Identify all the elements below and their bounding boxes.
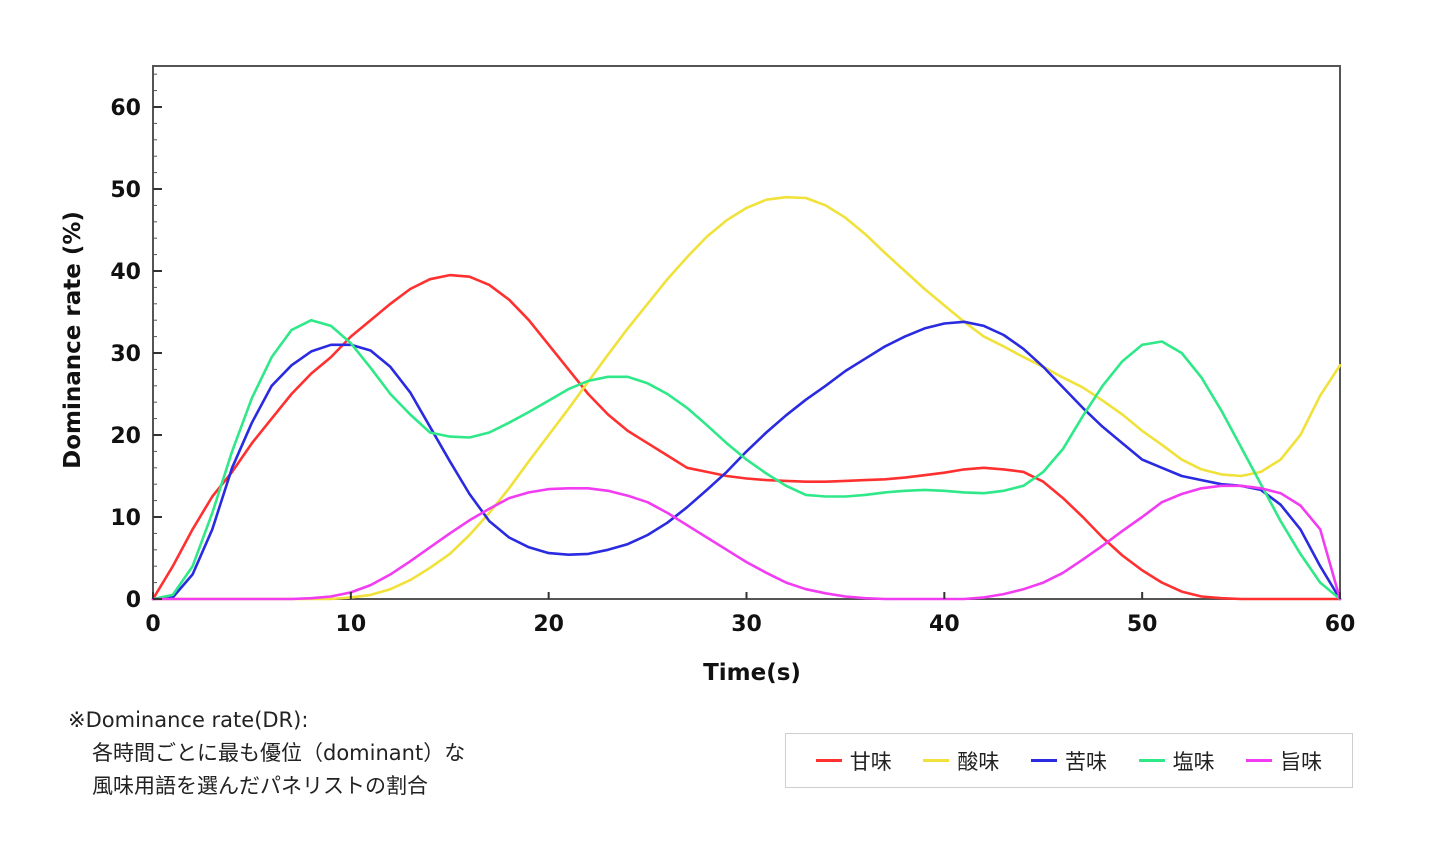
x-axis-label: Time(s) — [703, 660, 801, 686]
series-line-1 — [151, 273, 1342, 601]
legend-item-5: 旨味 — [1246, 746, 1322, 776]
legend-swatch — [1030, 759, 1057, 762]
x-tick-label: 20 — [533, 612, 564, 637]
y-tick-label: 0 — [126, 588, 141, 613]
x-axis: 0 10 20 30 40 50 60 — [145, 592, 1355, 637]
y-axis-label: Dominance rate (%) — [60, 211, 86, 469]
y-tick-label: 30 — [110, 342, 141, 367]
y-tick-label: 60 — [110, 96, 141, 121]
x-tick-label: 50 — [1127, 612, 1158, 637]
legend-label: 酸味 — [957, 749, 1000, 774]
legend-label: 塩味 — [1172, 749, 1215, 774]
note-line-2: 各時間ごとに最も優位（dominant）な — [92, 741, 466, 765]
y-tick-label: 50 — [110, 178, 141, 203]
series-line-4 — [151, 318, 1342, 601]
legend-swatch — [815, 759, 842, 762]
x-tick-label: 0 — [145, 612, 160, 637]
x-tick-label: 60 — [1325, 612, 1356, 637]
dominance-rate-chart: 0 10 20 30 40 50 60 0 10 20 30 40 50 60 Time(s) Domi… — [60, 65, 1355, 686]
x-tick-label: 10 — [336, 612, 367, 637]
legend-item-4: 塩味 — [1138, 746, 1215, 776]
y-axis: 0 10 20 30 40 50 60 — [110, 73, 162, 613]
chart-legend: 甘味 酸味 苦味 塩味 旨味 — [785, 733, 1353, 788]
y-tick-label: 20 — [110, 424, 141, 449]
dominance-rate-note: ※Dominance rate(DR): 各時間ごとに最も優位（dominant… — [68, 704, 465, 803]
plot-frame — [152, 65, 1341, 600]
legend-label: 旨味 — [1280, 749, 1323, 774]
x-tick-label: 40 — [929, 612, 960, 637]
plot-area — [152, 65, 1341, 600]
legend-swatch — [1138, 759, 1165, 762]
legend-item-3: 苦味 — [1030, 746, 1107, 776]
note-line-1: ※Dominance rate(DR): — [68, 708, 309, 732]
legend-label: 甘味 — [849, 749, 892, 774]
y-tick-label: 10 — [110, 506, 141, 531]
note-line-3: 風味用語を選んだパネリストの割合 — [92, 774, 428, 798]
legend-item-1: 甘味 — [815, 746, 892, 776]
legend-swatch — [923, 759, 950, 762]
legend-item-2: 酸味 — [923, 746, 999, 776]
y-tick-label: 40 — [110, 260, 141, 285]
legend-label: 苦味 — [1064, 749, 1107, 774]
legend-swatch — [1246, 759, 1273, 762]
x-tick-label: 30 — [731, 612, 762, 637]
